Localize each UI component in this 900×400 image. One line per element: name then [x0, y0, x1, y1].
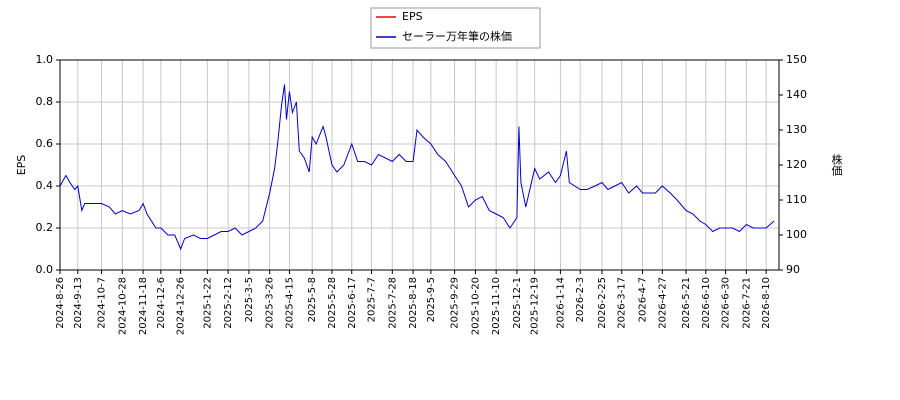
legend-box — [370, 7, 541, 49]
x-tick-label: 2025-9-29 — [450, 277, 461, 329]
y-tick-label: 0.0 — [36, 263, 54, 276]
x-tick-label: 2024-11-18 — [138, 277, 149, 335]
x-tick-label: 2026-2-25 — [597, 277, 608, 329]
x-tick-label: 2025-9-5 — [426, 277, 437, 322]
y2-tick-label: 130 — [786, 123, 807, 136]
y2-tick-label: 100 — [786, 228, 807, 241]
x-tick-label: 2025-6-17 — [347, 277, 358, 329]
x-tick-label: 2025-5-8 — [307, 277, 318, 322]
x-tick-label: 2025-3-26 — [265, 277, 276, 329]
x-tick-label: 2025-12-1 — [512, 277, 523, 329]
x-tick-label: 2026-6-30 — [721, 277, 732, 329]
x-tick-label: 2025-12-19 — [530, 277, 541, 335]
x-tick-label: 2025-7-7 — [367, 277, 378, 322]
x-tick-label: 2025-11-10 — [491, 277, 502, 335]
x-tick-label: 2025-10-20 — [470, 277, 481, 335]
y-tick-label: 1.0 — [36, 53, 54, 66]
x-tick-label: 2026-4-7 — [638, 277, 649, 322]
y-tick-label: 0.6 — [36, 137, 54, 150]
y2-tick-label: 90 — [786, 263, 800, 276]
x-tick-label: 2026-7-21 — [741, 277, 752, 329]
legend-label: EPS — [402, 10, 423, 23]
x-tick-label: 2026-4-27 — [657, 277, 668, 329]
x-tick-label: 2025-3-5 — [244, 277, 255, 322]
x-tick-label: 2024-12-26 — [176, 277, 187, 335]
y-tick-label: 0.2 — [36, 221, 54, 234]
x-tick-label: 2025-1-22 — [202, 277, 213, 329]
y2-tick-label: 120 — [786, 158, 807, 171]
price-line — [59, 84, 775, 251]
y2-tick-label: 110 — [786, 193, 807, 206]
x-tick-label: 2025-4-15 — [284, 277, 295, 329]
legend-label: セーラー万年筆の株価 — [402, 29, 512, 43]
plot-frame — [59, 59, 780, 271]
x-tick-label: 2024-12-6 — [156, 277, 167, 329]
y2-tick-label: 140 — [786, 88, 807, 101]
x-tick-label: 2024-10-7 — [97, 277, 108, 329]
x-tick-label: 2024-9-13 — [73, 277, 84, 329]
x-tick-label: 2025-5-28 — [327, 277, 338, 329]
x-tick-label: 2026-3-17 — [617, 277, 628, 329]
x-tick-label: 2026-8-10 — [761, 277, 772, 329]
y-tick-label: 0.8 — [36, 95, 54, 108]
x-tick-label: 2025-7-28 — [387, 277, 398, 329]
y2-axis-label: 株価 — [830, 153, 843, 176]
x-tick-label: 2026-1-14 — [555, 277, 566, 329]
x-tick-label: 2025-8-18 — [408, 277, 419, 329]
x-tick-label: 2025-2-12 — [223, 277, 234, 329]
x-tick-label: 2026-5-21 — [681, 277, 692, 329]
x-tick-label: 2024-10-28 — [117, 277, 128, 335]
y2-tick-label: 150 — [786, 53, 807, 66]
x-tick-label: 2026-2-3 — [575, 277, 586, 322]
x-tick-label: 2024-8-26 — [55, 277, 66, 329]
y-tick-label: 0.4 — [36, 179, 54, 192]
x-tick-label: 2026-6-10 — [701, 277, 712, 329]
y-axis-label: EPS — [15, 155, 28, 176]
